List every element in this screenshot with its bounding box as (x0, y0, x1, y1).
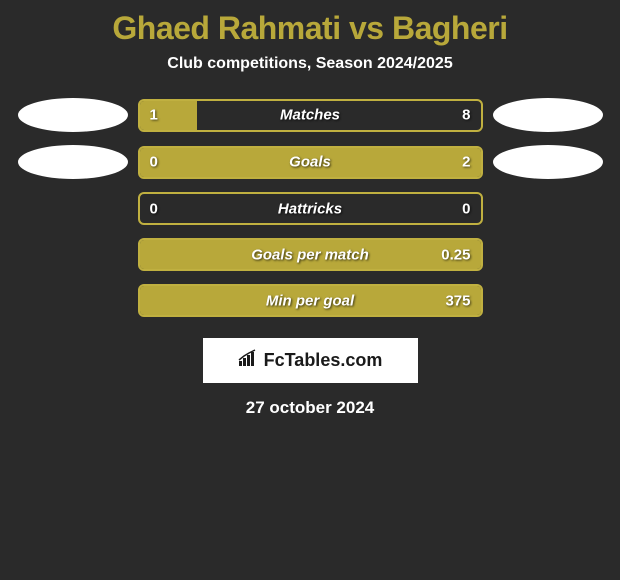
stats-list: 1 8 Matches 0 2 Goals 0 0 Hattricks 0.25 Goals per… (0, 98, 620, 330)
stat-left-value: 0 (150, 200, 158, 217)
stat-row: 0 2 Goals (0, 145, 620, 179)
date-text: 27 october 2024 (246, 398, 375, 418)
bar-left-fill (140, 101, 198, 130)
player-left-oval (18, 145, 128, 179)
page-title: Ghaed Rahmati vs Bagheri (112, 10, 507, 47)
stat-row: 1 8 Matches (0, 98, 620, 132)
stat-bar: 375 Min per goal (138, 284, 483, 317)
stat-row: 0.25 Goals per match (0, 238, 620, 271)
stat-label: Min per goal (266, 292, 354, 309)
stat-right-value: 375 (445, 292, 470, 309)
player-right-oval (493, 98, 603, 132)
stat-label: Goals per match (251, 246, 369, 263)
logo-text: FcTables.com (238, 349, 383, 372)
comparison-widget: Ghaed Rahmati vs Bagheri Club competitio… (0, 0, 620, 418)
stat-left-value: 1 (150, 107, 158, 124)
stat-right-value: 0 (462, 200, 470, 217)
stat-label: Hattricks (278, 200, 342, 217)
player-left-oval (18, 98, 128, 132)
stat-row: 0 0 Hattricks (0, 192, 620, 225)
stat-label: Matches (280, 107, 340, 124)
page-subtitle: Club competitions, Season 2024/2025 (167, 55, 452, 73)
stat-label: Goals (289, 154, 331, 171)
stat-left-value: 0 (150, 154, 158, 171)
stat-row: 375 Min per goal (0, 284, 620, 317)
logo-label: FcTables.com (264, 350, 383, 371)
stat-right-value: 0.25 (441, 246, 470, 263)
stat-right-value: 8 (462, 107, 470, 124)
chart-icon (238, 349, 260, 372)
stat-bar: 0.25 Goals per match (138, 238, 483, 271)
stat-bar: 0 2 Goals (138, 146, 483, 179)
stat-bar: 0 0 Hattricks (138, 192, 483, 225)
player-right-oval (493, 145, 603, 179)
stat-right-value: 2 (462, 154, 470, 171)
stat-bar: 1 8 Matches (138, 99, 483, 132)
logo-box: FcTables.com (203, 338, 418, 383)
